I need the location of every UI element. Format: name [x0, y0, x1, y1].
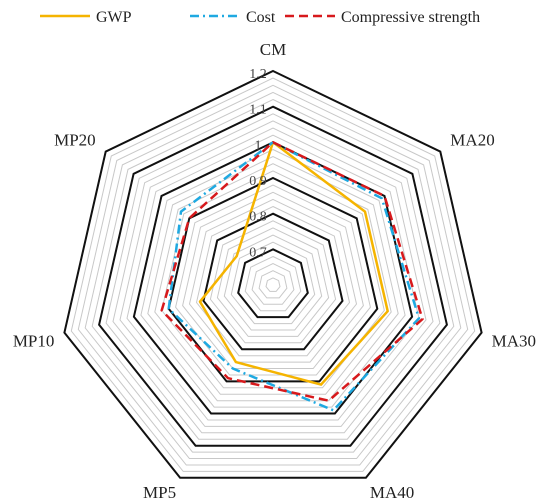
grid-ring-major [167, 176, 379, 383]
series-line-compressive-strength [160, 141, 424, 402]
legend: GWP Cost Compressive strength [40, 9, 480, 26]
grid-ring-major [132, 141, 414, 415]
axis-labels: CM MA20 MA30 MA40 MP5 MP10 MP20 [13, 40, 536, 501]
legend-label: Compressive strength [341, 9, 480, 26]
radar-grid [63, 69, 483, 479]
grid-ring-minor [244, 255, 302, 312]
grid-ring-minor [251, 263, 295, 305]
series-line-cost [167, 141, 421, 412]
tick-label: 1.1 [249, 103, 267, 118]
grid-ring-minor [84, 91, 462, 459]
grid-ring-minor [209, 220, 337, 344]
tick-labels: 0.7 0.8 0.9 1 1.1 1.2 [249, 67, 267, 260]
grid-ring-major [98, 105, 448, 447]
grid-ring-minor [126, 134, 420, 421]
grid-ring-minor [188, 198, 358, 363]
axis-label-ma40: MA40 [370, 483, 414, 501]
grid-ring-minor [216, 227, 330, 337]
series-group [160, 141, 424, 412]
grid-ring-minor [154, 163, 392, 395]
grid-ring-minor [175, 184, 371, 376]
legend-label: GWP [96, 9, 132, 26]
grid-ring-minor [77, 84, 469, 466]
tick-label: 0.7 [249, 245, 267, 260]
axis-label-mp10: MP10 [13, 332, 55, 351]
grid-ring-minor [195, 205, 351, 357]
grid-ring-minor [119, 127, 427, 427]
grid-ring-minor [265, 277, 281, 292]
grid-ring-minor [140, 148, 406, 408]
tick-label: 0.9 [249, 174, 267, 189]
axis-label-mp5: MP5 [143, 483, 176, 501]
axis-label-ma20: MA20 [450, 131, 494, 150]
grid-ring-minor [105, 113, 441, 440]
grid-ring-minor [91, 98, 455, 453]
grid-ring-minor [230, 241, 316, 325]
tick-label: 1 [255, 138, 262, 153]
grid-ring-minor [147, 156, 399, 402]
grid-ring-minor [258, 270, 288, 299]
grid-ring-minor [112, 120, 434, 434]
tick-label: 0.8 [249, 210, 267, 225]
grid-ring-major [237, 248, 309, 319]
axis-label-mp20: MP20 [54, 131, 96, 150]
legend-label: Cost [246, 9, 276, 26]
grid-ring-minor [70, 77, 476, 472]
grid-ring-major [63, 69, 483, 479]
axis-label-cm: CM [260, 40, 286, 59]
grid-ring-major [202, 212, 344, 351]
tick-label: 1.2 [249, 67, 267, 82]
grid-ring-minor [182, 191, 364, 369]
series-line-gwp [198, 141, 389, 386]
axis-label-ma30: MA30 [492, 332, 536, 351]
